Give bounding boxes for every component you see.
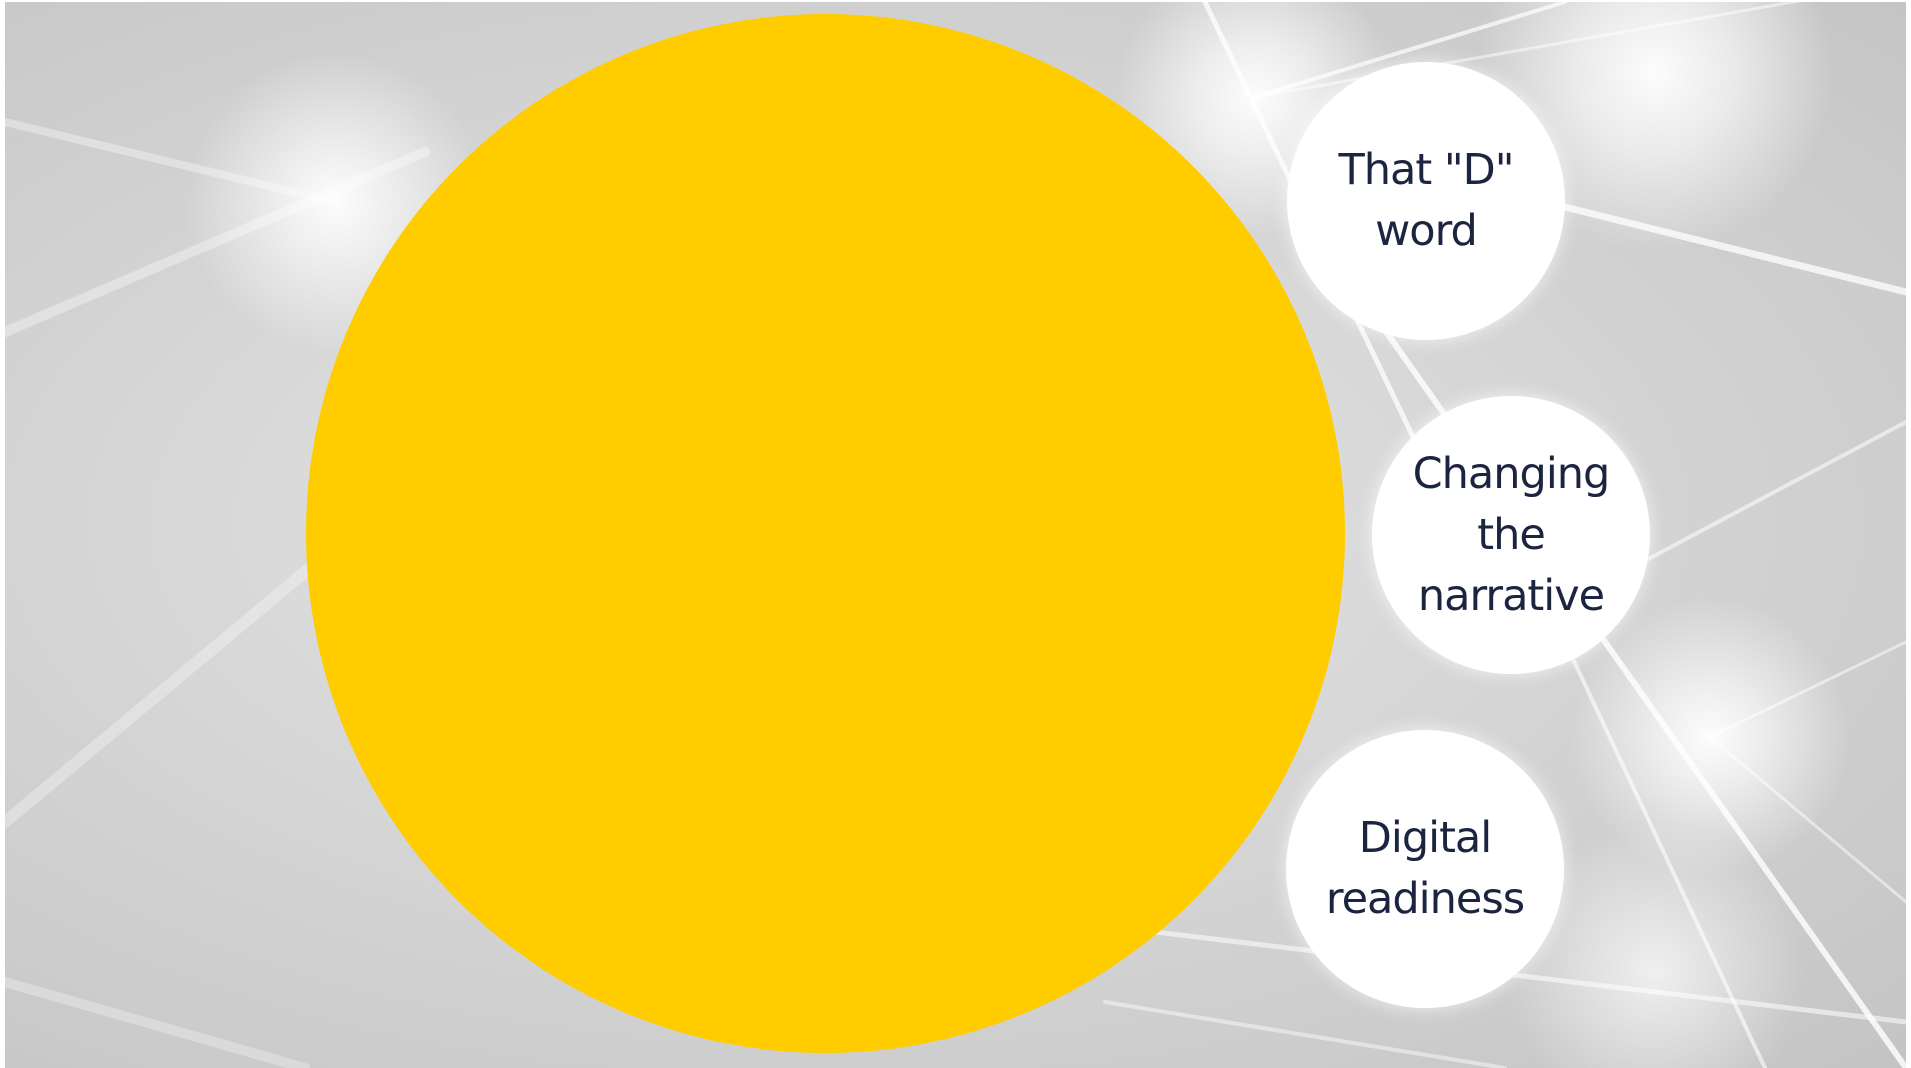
- slide-canvas: That "D" word Changing the narrative Dig…: [5, 2, 1906, 1068]
- bubble-label: Changing the narrative: [1412, 448, 1611, 621]
- bubble-that-d-word[interactable]: That "D" word: [1287, 62, 1565, 340]
- bubble-changing-the-narrative[interactable]: Changing the narrative: [1372, 396, 1650, 674]
- bubble-digital-readiness[interactable]: Digital readiness: [1286, 730, 1564, 1008]
- yellow-circle: [306, 14, 1345, 1053]
- bubble-label: That "D" word: [1338, 145, 1514, 256]
- bubble-label: Digital readiness: [1325, 813, 1525, 924]
